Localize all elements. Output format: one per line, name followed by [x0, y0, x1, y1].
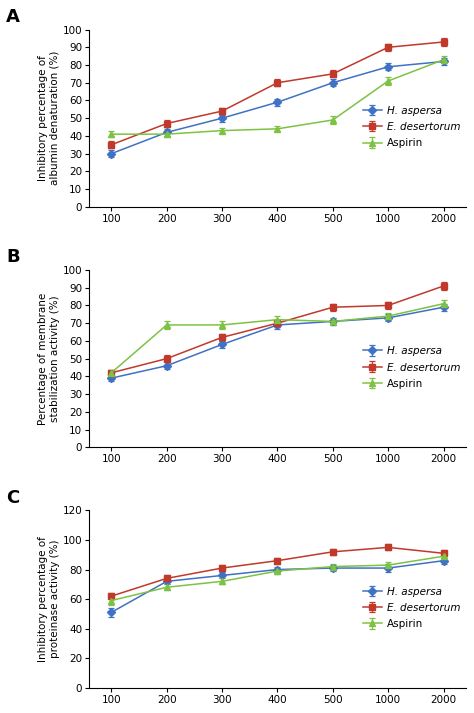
Text: A: A: [6, 8, 20, 26]
Text: B: B: [6, 248, 20, 267]
Y-axis label: Inhibitory percentage of
albumin denaturation (%): Inhibitory percentage of albumin denatur…: [38, 51, 60, 185]
Text: C: C: [6, 489, 19, 507]
Legend: H. aspersa, E. desertorum, Aspirin: H. aspersa, E. desertorum, Aspirin: [363, 587, 460, 629]
Y-axis label: Inhibitory percentage of
proteinase activity (%): Inhibitory percentage of proteinase acti…: [38, 536, 60, 662]
Legend: H. aspersa, E. desertorum, Aspirin: H. aspersa, E. desertorum, Aspirin: [363, 347, 460, 389]
Legend: H. aspersa, E. desertorum, Aspirin: H. aspersa, E. desertorum, Aspirin: [363, 106, 460, 148]
Y-axis label: Percentage of membrane
stabilization activity (%): Percentage of membrane stabilization act…: [38, 292, 60, 425]
